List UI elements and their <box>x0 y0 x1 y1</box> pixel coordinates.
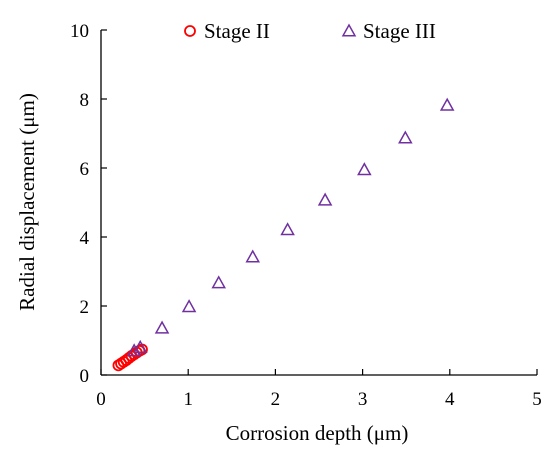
y-tick-label: 4 <box>80 228 90 249</box>
legend-circle-icon <box>184 25 196 37</box>
x-tick-label: 2 <box>271 389 281 410</box>
stage-iii-point <box>439 97 455 111</box>
stage-iii-point <box>398 130 413 144</box>
stage-iii-point <box>181 299 197 313</box>
legend-triangle-icon <box>341 23 357 37</box>
legend-label-stage-ii: Stage II <box>204 19 270 43</box>
y-tick-label: 8 <box>80 90 90 111</box>
legend: Stage II Stage III <box>184 19 436 43</box>
legend-label-stage-iii: Stage III <box>363 19 436 43</box>
legend-marker-stage-iii <box>341 23 357 37</box>
y-tick-label: 2 <box>80 297 90 318</box>
x-tick-label: 1 <box>183 389 193 410</box>
stage-iii-point <box>317 192 333 206</box>
x-tick-label: 0 <box>96 389 106 410</box>
axis-ticks: 0 1 2 3 4 5 0 2 4 6 8 10 <box>70 21 542 410</box>
legend-marker-stage-ii <box>184 25 196 37</box>
stage-iii-point <box>126 343 142 357</box>
y-tick-label: 0 <box>80 366 90 387</box>
stage-iii-point <box>132 339 148 353</box>
stage-iii-point <box>211 275 226 289</box>
stage-iii-point <box>357 162 372 176</box>
y-axis-label: Radial displacement (μm) <box>15 93 39 311</box>
x-axis-label: Corrosion depth (μm) <box>226 421 409 445</box>
stage-iii-point <box>245 249 261 263</box>
data-marks <box>112 97 455 372</box>
axes <box>100 30 537 376</box>
x-tick-label: 4 <box>445 389 455 410</box>
x-tick-label: 5 <box>532 389 542 410</box>
stage-iii-point <box>154 320 170 334</box>
x-tick-label: 3 <box>358 389 368 410</box>
stage-iii-point <box>280 222 295 236</box>
y-tick-label: 6 <box>80 159 90 180</box>
y-tick-label: 10 <box>70 21 89 42</box>
